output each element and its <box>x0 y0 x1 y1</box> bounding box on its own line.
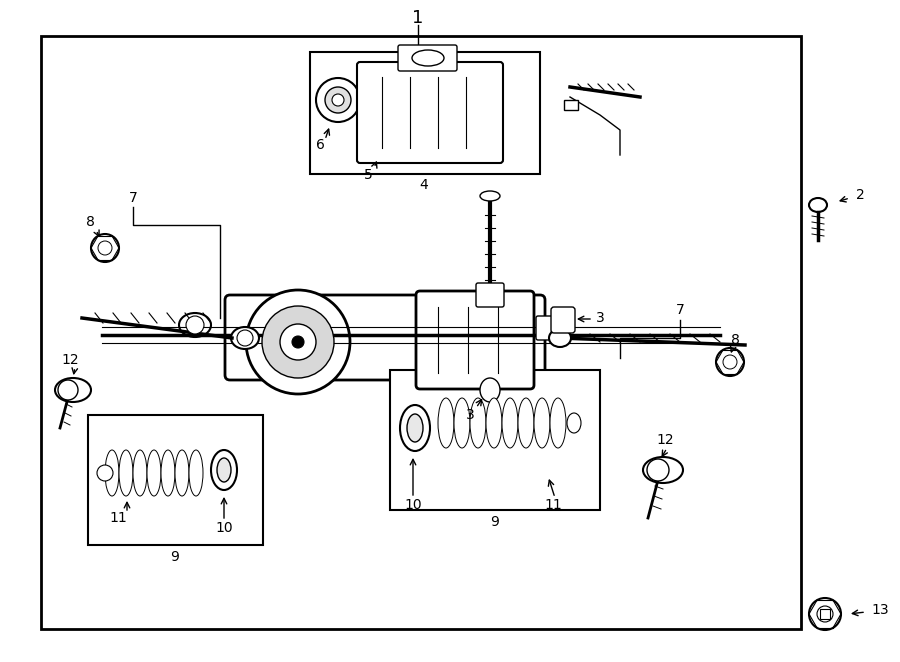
FancyBboxPatch shape <box>357 62 503 163</box>
Bar <box>390 370 600 510</box>
Circle shape <box>98 241 112 255</box>
Circle shape <box>647 459 669 481</box>
Circle shape <box>97 465 113 481</box>
Circle shape <box>58 380 78 400</box>
Ellipse shape <box>211 450 237 490</box>
Text: 6: 6 <box>316 138 324 152</box>
FancyBboxPatch shape <box>398 45 457 71</box>
Circle shape <box>723 355 737 369</box>
Circle shape <box>332 94 344 106</box>
Ellipse shape <box>400 405 430 451</box>
FancyBboxPatch shape <box>820 609 830 619</box>
Ellipse shape <box>407 414 423 442</box>
Bar <box>310 52 540 174</box>
Text: 8: 8 <box>86 215 94 229</box>
FancyBboxPatch shape <box>536 316 560 340</box>
Text: 7: 7 <box>676 303 684 317</box>
Circle shape <box>325 87 351 113</box>
Ellipse shape <box>567 413 581 433</box>
Ellipse shape <box>549 329 571 347</box>
Circle shape <box>316 78 360 122</box>
Ellipse shape <box>470 398 486 448</box>
Text: 8: 8 <box>731 333 740 347</box>
Ellipse shape <box>119 450 133 496</box>
Text: 3: 3 <box>596 311 605 325</box>
Ellipse shape <box>643 457 683 483</box>
Ellipse shape <box>161 450 175 496</box>
Text: 11: 11 <box>109 511 127 525</box>
Ellipse shape <box>486 398 502 448</box>
Circle shape <box>716 348 744 376</box>
Text: 9: 9 <box>491 515 500 529</box>
Ellipse shape <box>231 327 259 349</box>
Ellipse shape <box>502 398 518 448</box>
Circle shape <box>809 598 841 630</box>
Bar <box>88 415 263 545</box>
Ellipse shape <box>454 398 470 448</box>
Bar <box>564 100 578 110</box>
Text: 5: 5 <box>364 168 373 182</box>
Circle shape <box>280 324 316 360</box>
Text: 3: 3 <box>465 408 474 422</box>
Ellipse shape <box>438 398 454 448</box>
Ellipse shape <box>179 313 211 337</box>
Text: 12: 12 <box>61 353 79 367</box>
Text: 11: 11 <box>544 498 562 512</box>
Circle shape <box>262 306 334 378</box>
FancyBboxPatch shape <box>551 307 575 333</box>
Text: 10: 10 <box>215 521 233 535</box>
Ellipse shape <box>809 198 827 212</box>
Circle shape <box>246 290 350 394</box>
Circle shape <box>237 330 253 346</box>
Ellipse shape <box>412 50 444 66</box>
Ellipse shape <box>480 191 500 201</box>
Ellipse shape <box>147 450 161 496</box>
Ellipse shape <box>534 398 550 448</box>
FancyBboxPatch shape <box>476 283 504 307</box>
Ellipse shape <box>175 450 189 496</box>
Text: 9: 9 <box>171 550 179 564</box>
Bar <box>40 36 801 629</box>
FancyBboxPatch shape <box>416 291 534 389</box>
Circle shape <box>91 234 119 262</box>
Ellipse shape <box>133 450 147 496</box>
Text: 2: 2 <box>856 188 864 202</box>
Text: 12: 12 <box>656 433 674 447</box>
Text: 1: 1 <box>412 9 424 27</box>
Ellipse shape <box>189 450 203 496</box>
Ellipse shape <box>518 398 534 448</box>
Text: 4: 4 <box>419 178 428 192</box>
Text: 13: 13 <box>871 603 889 617</box>
FancyBboxPatch shape <box>225 295 545 380</box>
Ellipse shape <box>217 458 231 482</box>
Circle shape <box>292 336 304 348</box>
Ellipse shape <box>55 378 91 402</box>
Text: 7: 7 <box>129 191 138 205</box>
Circle shape <box>186 316 204 334</box>
Text: 10: 10 <box>404 498 422 512</box>
Ellipse shape <box>550 398 566 448</box>
Circle shape <box>817 606 833 622</box>
Ellipse shape <box>105 450 119 496</box>
Ellipse shape <box>480 378 500 402</box>
